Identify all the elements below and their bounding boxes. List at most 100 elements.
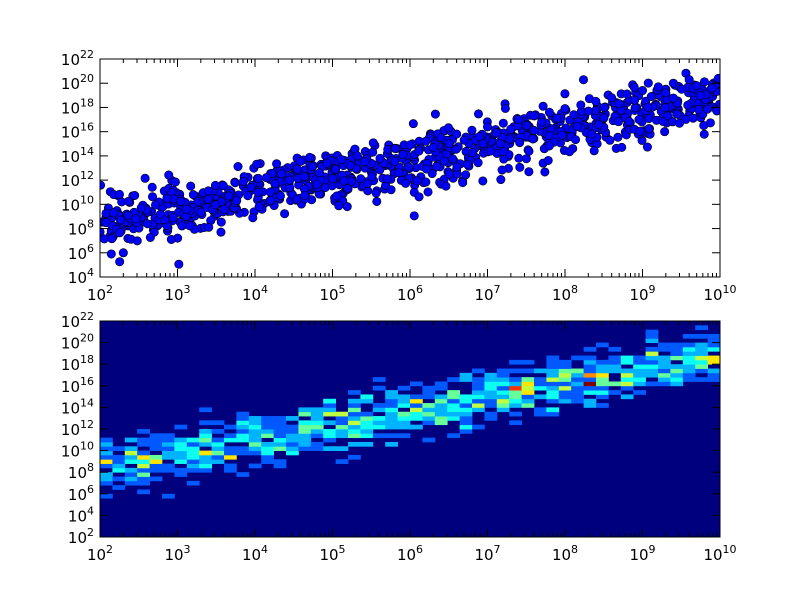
scatter-point bbox=[162, 193, 172, 203]
heatmap-cell bbox=[372, 433, 386, 439]
scatter-point bbox=[614, 99, 624, 109]
heatmap-cell bbox=[310, 424, 324, 430]
heatmap-cell bbox=[509, 385, 522, 391]
heatmap-cell bbox=[248, 437, 262, 443]
heatmap-cell bbox=[596, 385, 609, 391]
scatter-point bbox=[459, 135, 469, 145]
scatter-plot: 102 103 104 105 106 107 108 109 1010104106108101… bbox=[61, 48, 737, 304]
scatter-point bbox=[115, 257, 125, 267]
heatmap-cell bbox=[571, 398, 584, 404]
heatmap-cell bbox=[472, 377, 485, 382]
heatmap-cell bbox=[422, 411, 436, 417]
heatmap-cell bbox=[658, 346, 671, 352]
heatmap-cell bbox=[546, 385, 560, 391]
scatter-point bbox=[100, 234, 109, 244]
heatmap-cell bbox=[211, 446, 225, 451]
scatter-y-tick-base: 10 bbox=[61, 99, 80, 117]
heatmap-cell bbox=[335, 433, 349, 439]
heatmap-cell bbox=[273, 463, 287, 469]
scatter-point bbox=[653, 82, 663, 92]
heatmap-cell bbox=[670, 342, 684, 348]
heatmap-cell bbox=[224, 424, 237, 430]
heatmap-cell bbox=[162, 467, 175, 473]
heatmap-cell bbox=[137, 454, 150, 460]
heatmap-cell bbox=[323, 411, 336, 417]
heatmap-cell bbox=[447, 411, 460, 417]
heatmap-cell bbox=[372, 403, 386, 408]
heatmap-cell bbox=[236, 424, 250, 430]
heatmap-cell bbox=[645, 364, 659, 369]
heatmap-cell bbox=[434, 416, 448, 421]
heatmap-cell bbox=[162, 493, 175, 499]
heatmap-cell bbox=[509, 411, 522, 417]
heatmap-cell bbox=[385, 433, 398, 439]
heatmap-cell bbox=[608, 364, 622, 369]
scatter-point bbox=[248, 213, 258, 223]
heatmap-cell bbox=[558, 364, 572, 369]
scatter-point bbox=[219, 204, 229, 214]
heatmap-cell bbox=[546, 394, 560, 400]
scatter-point bbox=[253, 173, 263, 183]
heatmap-cell bbox=[348, 411, 361, 417]
scatter-point bbox=[331, 164, 341, 174]
heatmap-cell bbox=[100, 480, 113, 486]
heatmap-cell bbox=[137, 459, 150, 464]
scatter-y-tick-label: 1022 bbox=[61, 48, 94, 69]
scatter-point bbox=[661, 88, 671, 98]
heatmap-x-tick-exp: 4 bbox=[261, 543, 268, 556]
scatter-point bbox=[498, 118, 508, 128]
heatmap-y-tick-exp: 20 bbox=[80, 332, 94, 345]
heatmap-cell bbox=[620, 368, 634, 374]
scatter-point bbox=[391, 144, 401, 154]
heatmap-cell bbox=[682, 377, 696, 382]
scatter-point bbox=[114, 189, 124, 199]
heatmap-cell bbox=[149, 446, 163, 451]
heatmap-cell bbox=[162, 463, 175, 469]
heatmap-cell bbox=[521, 385, 535, 391]
heatmap-cell bbox=[100, 446, 113, 451]
heatmap-cell bbox=[248, 429, 262, 434]
heatmap-cell bbox=[447, 398, 460, 404]
heatmap-cell bbox=[298, 424, 312, 430]
heatmap-y-tick-base: 10 bbox=[61, 378, 80, 396]
heatmap-cell bbox=[472, 385, 485, 391]
heatmap-cell bbox=[162, 454, 175, 460]
scatter-point bbox=[375, 153, 385, 163]
heatmap-cell bbox=[137, 437, 150, 443]
heatmap-cell bbox=[546, 411, 560, 417]
heatmap-cell bbox=[484, 416, 498, 421]
scatter-point bbox=[203, 186, 213, 196]
heatmap-cell bbox=[682, 364, 696, 369]
scatter-point bbox=[478, 176, 488, 186]
scatter-point bbox=[624, 116, 634, 126]
heatmap-cell bbox=[323, 403, 336, 408]
scatter-point bbox=[367, 172, 377, 182]
scatter-y-tick-base: 10 bbox=[61, 75, 80, 93]
scatter-point bbox=[486, 146, 496, 156]
scatter-point bbox=[635, 126, 645, 136]
scatter-y-tick-exp: 10 bbox=[80, 193, 94, 206]
scatter-x-tick-base: 10 bbox=[87, 286, 106, 304]
heatmap-cell bbox=[385, 420, 398, 426]
scatter-point bbox=[674, 118, 684, 128]
scatter-point bbox=[696, 90, 706, 100]
scatter-x-tick-label: 109 bbox=[629, 283, 655, 304]
heatmap-cell bbox=[583, 372, 597, 378]
scatter-point bbox=[587, 129, 597, 139]
heatmap-cell bbox=[174, 459, 188, 464]
heatmap-cell bbox=[162, 450, 175, 456]
scatter-point bbox=[677, 84, 687, 94]
scatter-point bbox=[123, 196, 133, 206]
heatmap-cell bbox=[596, 364, 609, 369]
scatter-point bbox=[342, 202, 352, 212]
heatmap-cell bbox=[261, 416, 274, 421]
heatmap-cell bbox=[310, 446, 324, 451]
scatter-point bbox=[644, 124, 654, 134]
scatter-point bbox=[605, 135, 615, 145]
heatmap-cell bbox=[124, 437, 138, 443]
heatmap-cell bbox=[174, 450, 188, 456]
heatmap-cell bbox=[695, 325, 708, 331]
heatmap-cell bbox=[335, 446, 349, 451]
heatmap-cell bbox=[484, 398, 498, 404]
heatmap-cell bbox=[707, 359, 721, 365]
